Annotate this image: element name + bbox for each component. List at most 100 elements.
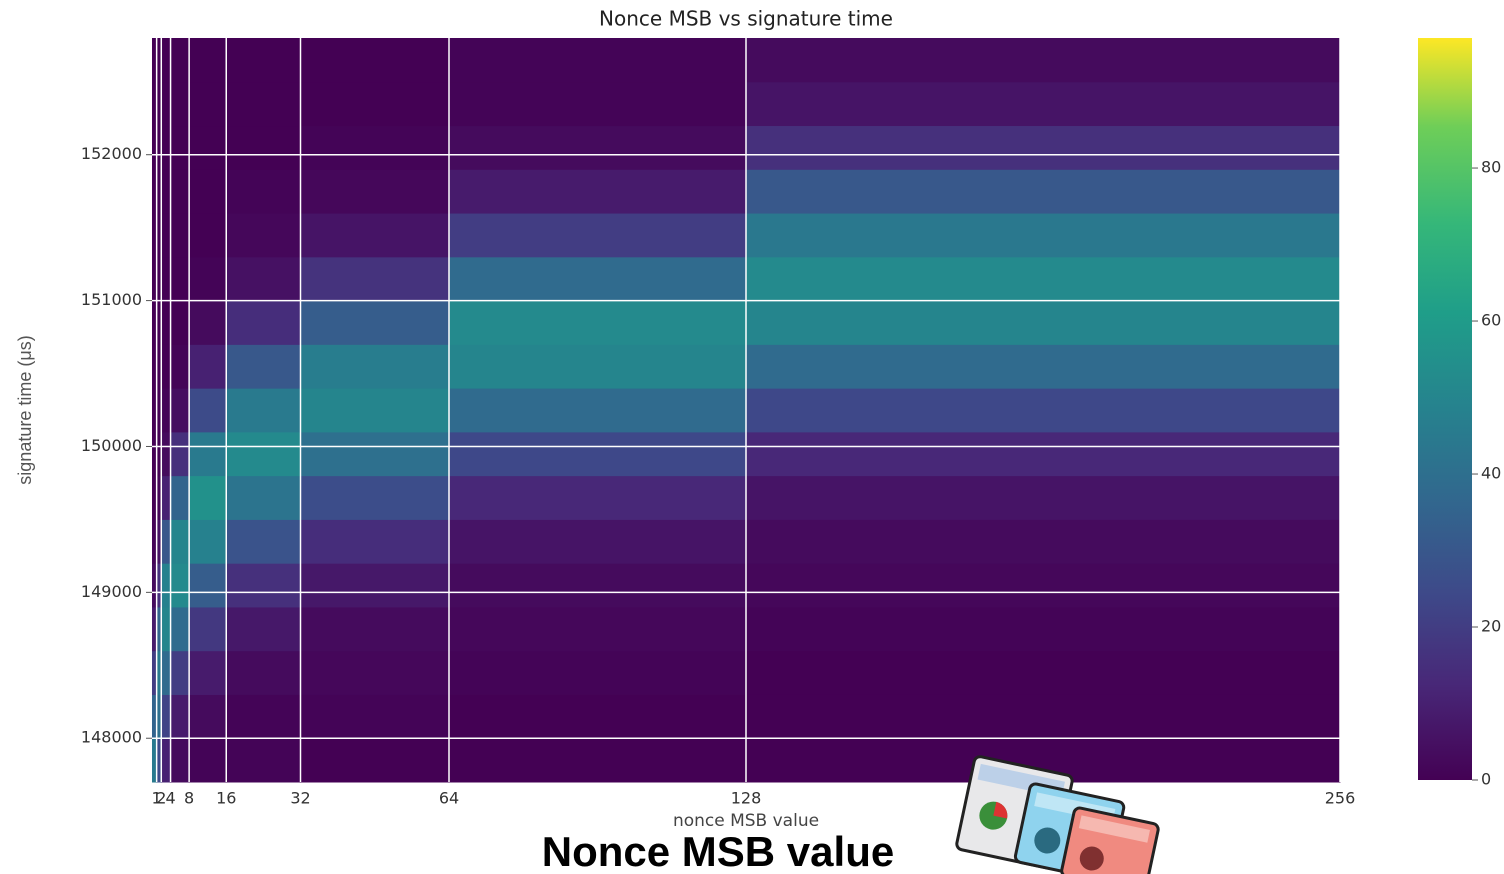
heatmap-cell — [170, 650, 190, 695]
colorbar-tick-label: 20 — [1481, 617, 1501, 636]
heatmap-cell — [161, 606, 172, 652]
heatmap-cell — [746, 125, 1341, 170]
heatmap-cell — [152, 300, 158, 345]
colorbar-tick-label: 40 — [1481, 464, 1501, 483]
heatmap-cell — [300, 519, 450, 564]
heatmap-cell — [449, 694, 747, 739]
heatmap-cell — [746, 256, 1341, 302]
colorbar-tick-label: 60 — [1481, 311, 1501, 330]
heatmap-cell — [161, 475, 172, 520]
heatmap-cell — [152, 388, 158, 433]
heatmap-cell — [152, 650, 158, 695]
heatmap-cell — [170, 256, 190, 302]
heatmap-cell — [152, 169, 158, 214]
heatmap-cell — [746, 563, 1341, 608]
heatmap-cell — [152, 606, 158, 652]
heatmap-cell — [156, 38, 162, 83]
labels: 12 4 8 16 32 64 128 256 148000 149000 150000 151000… — [81, 144, 1501, 807]
heatmap-cell — [170, 606, 190, 652]
heatmap-cell — [226, 388, 301, 433]
heatmap-cell — [449, 256, 747, 302]
heatmap-cell — [226, 38, 301, 83]
x-tick-label: 8 — [184, 789, 194, 808]
heatmap-cell — [156, 650, 162, 695]
heatmap-cell — [746, 519, 1341, 564]
heatmap-cell — [170, 213, 190, 258]
heatmap-cell — [161, 563, 172, 608]
heatmap-cell — [300, 388, 450, 433]
heatmap-cell — [156, 300, 162, 345]
heatmap-cell — [170, 125, 190, 170]
heatmap-cell — [300, 694, 450, 739]
heatmap-cell — [300, 38, 450, 83]
heatmap-cell — [189, 169, 227, 214]
heatmap-cell — [152, 738, 158, 783]
heatmap-cell — [170, 563, 190, 608]
heatmap-cell — [449, 475, 747, 520]
heatmap-cell — [152, 256, 158, 302]
heatmap-cell — [156, 388, 162, 433]
heatmap-cell — [156, 344, 162, 389]
heatmap-cell — [226, 475, 301, 520]
heatmap-cell — [449, 38, 747, 83]
y-tick-label: 150000 — [81, 436, 142, 455]
heatmap-cell — [746, 169, 1341, 214]
heatmap-cell — [156, 169, 162, 214]
heatmap-cell — [152, 125, 158, 170]
heatmap-cell — [226, 563, 301, 608]
heatmap-cell — [189, 213, 227, 258]
heatmap-cell — [226, 81, 301, 127]
heatmap-cell — [189, 125, 227, 170]
heatmap-cell — [449, 169, 747, 214]
heatmap-cell — [449, 125, 747, 170]
heatmap-cell — [161, 300, 172, 345]
heatmap-cell — [156, 213, 162, 258]
heatmap-cell — [226, 125, 301, 170]
heatmap-cell — [170, 169, 190, 214]
heatmap-cell — [449, 81, 747, 127]
heatmap-cell — [226, 606, 301, 652]
heatmap-cell — [449, 563, 747, 608]
report-icon — [955, 755, 1160, 874]
heatmap-cell — [156, 519, 162, 564]
heatmap-cell — [746, 431, 1341, 477]
heatmap-cell — [746, 694, 1341, 739]
heatmap-cell — [152, 38, 158, 83]
heatmap-cell — [746, 300, 1341, 345]
x-tick-label: 2 — [156, 789, 166, 808]
heatmap-cell — [226, 694, 301, 739]
heatmap-cell — [746, 475, 1341, 520]
heatmap-cell — [449, 300, 747, 345]
colorbar — [1418, 38, 1472, 780]
heatmap-cell — [156, 563, 162, 608]
heatmap-cell — [170, 475, 190, 520]
heatmap-cell — [156, 475, 162, 520]
heatmap-cell — [170, 738, 190, 783]
heatmap-cell — [449, 344, 747, 389]
heatmap-cell — [300, 650, 450, 695]
heatmap-cell — [300, 563, 450, 608]
heatmap-cell — [746, 388, 1341, 433]
x-tick-label: 64 — [439, 789, 459, 808]
heatmap-cell — [746, 344, 1341, 389]
heatmap-cell — [226, 650, 301, 695]
heatmap-cell — [156, 738, 162, 783]
heatmap-cell — [746, 650, 1341, 695]
heatmap-cell — [189, 431, 227, 477]
heatmap-cell — [449, 519, 747, 564]
heatmap-cell — [152, 344, 158, 389]
heatmap-cell — [226, 213, 301, 258]
heatmap-cell — [152, 563, 158, 608]
colorbar-tick-label: 0 — [1481, 770, 1491, 789]
heatmap-cell — [189, 738, 227, 783]
x-tick-label: 128 — [731, 789, 762, 808]
heatmap-cell — [189, 388, 227, 433]
heatmap-cell — [152, 431, 158, 477]
heatmap-cell — [170, 694, 190, 739]
heatmap-cell — [152, 81, 158, 127]
heatmap-cell — [300, 213, 450, 258]
heatmap-cell — [226, 519, 301, 564]
heatmap-cell — [161, 344, 172, 389]
y-axis-label: signature time (μs) — [15, 335, 35, 484]
